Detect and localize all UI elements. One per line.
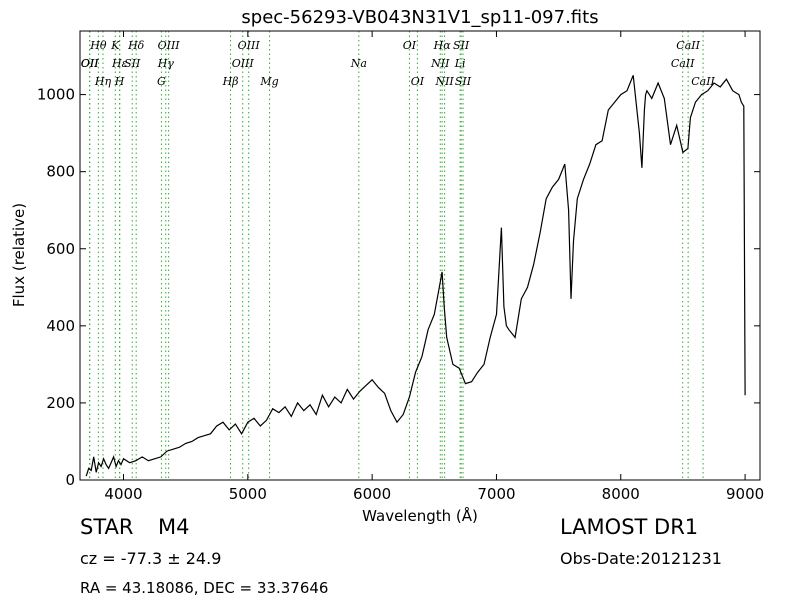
spectral-line-label: Li — [454, 57, 466, 70]
object-type: STAR — [80, 515, 134, 539]
spectral-line-label: OII — [81, 57, 99, 70]
spectral-line-label: Mg — [259, 75, 278, 88]
spectral-line-label: Hδ — [127, 39, 145, 52]
spectral-line-label: G — [157, 75, 166, 88]
obs-date: Obs-Date:20121231 — [560, 549, 722, 568]
y-tick-label: 800 — [46, 163, 75, 181]
spectrum-series-line — [85, 75, 746, 477]
spectral-line-label: SII — [124, 57, 141, 70]
spectral-line-label: Hε — [111, 57, 128, 70]
y-tick-label: 1000 — [37, 86, 75, 104]
spectral-line-label: CaII — [676, 39, 700, 52]
spectral-line-markers — [89, 31, 704, 480]
spectral-line-label: OIII — [238, 39, 261, 52]
redshift-cz: cz = -77.3 ± 24.9 — [80, 549, 222, 568]
ra-dec: RA = 43.18086, DEC = 33.37646 — [80, 579, 329, 597]
y-tick-label: 200 — [46, 394, 75, 412]
spectral-line-label: OI — [403, 39, 417, 52]
spectral-line-label: OIII — [158, 39, 181, 52]
y-tick-label: 600 — [46, 240, 75, 258]
spectral-line-label: CaII — [691, 75, 715, 88]
spectral-line-label: Hβ — [222, 75, 239, 88]
x-tick-label: 8000 — [602, 485, 640, 503]
x-tick-label: 7000 — [477, 485, 515, 503]
chart-title: spec-56293-VB043N31V1_sp11-097.fits — [241, 7, 598, 28]
spectral-line-label: H — [114, 75, 125, 88]
x-axis-ticks: 4000 5000 6000 7000 8000 9000 — [104, 31, 764, 503]
spectral-line-label: Hθ — [89, 39, 107, 52]
spectral-line-label: Hα — [433, 39, 452, 52]
y-axis-label: Flux (relative) — [10, 203, 28, 307]
x-tick-label: 5000 — [229, 485, 267, 503]
spectral-line-label: K — [110, 39, 120, 52]
spectral-line-label: OIII — [232, 57, 255, 70]
spectral-line-label: OI — [411, 75, 425, 88]
y-axis-ticks: 0 200 400 600 800 1000 — [37, 86, 760, 489]
x-tick-label: 4000 — [104, 485, 142, 503]
x-tick-label: 6000 — [353, 485, 391, 503]
spectral-line-label: SII — [455, 75, 472, 88]
spectral-line-label: Hγ — [157, 57, 175, 70]
spectral-line-label: CaII — [671, 57, 695, 70]
object-subclass: M4 — [158, 515, 190, 539]
spectral-line-label: NII — [434, 75, 454, 88]
spectral-line-label: Na — [350, 57, 367, 70]
x-axis-label: Wavelength (Å) — [362, 506, 478, 525]
survey-name: LAMOST DR1 — [560, 515, 699, 539]
spectral-line-label: OII — [81, 57, 99, 70]
x-tick-label: 9000 — [726, 485, 764, 503]
spectral-line-label: Hη — [94, 75, 112, 88]
plot-frame — [79, 30, 761, 481]
y-tick-label: 0 — [65, 471, 75, 489]
spectral-line-label: SII — [453, 39, 470, 52]
y-tick-label: 400 — [46, 317, 75, 335]
spectral-line-label: NII — [430, 57, 450, 70]
